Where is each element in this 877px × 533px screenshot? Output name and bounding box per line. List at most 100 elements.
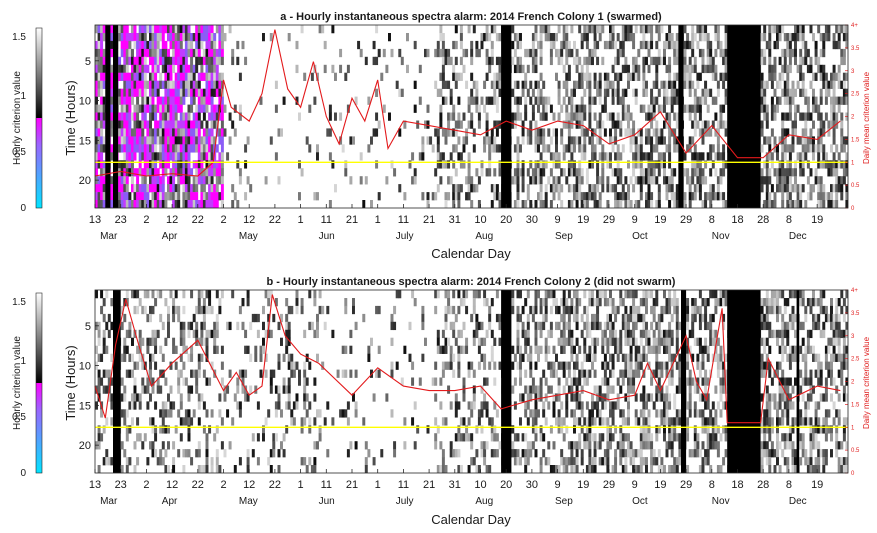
x-tick-label: 29 [603,214,615,226]
heatmap-cell [211,81,214,89]
heatmap-cell [455,184,458,192]
heatmap-cell [439,441,442,449]
heatmap-cell [434,49,437,57]
heatmap-cell [640,449,643,457]
heatmap-cell [457,113,460,121]
heatmap-cell [619,330,622,338]
heatmap-cell [532,306,535,314]
heatmap-cell [162,57,165,65]
heatmap-cell [632,184,635,192]
heatmap-cell [720,49,723,57]
heatmap-cell [154,401,157,409]
heatmap-cell [565,457,568,465]
heatmap-cell [229,370,232,378]
panel-a-heatmap [95,25,848,208]
colorbar-b: Hourly criterion value 1.5 1 0.5 0 [12,293,42,479]
heatmap-cell [198,128,201,136]
heatmap-cell [606,425,609,433]
heatmap-cell [421,144,424,152]
heatmap-cell [663,433,666,441]
heatmap-cell [558,386,561,394]
heatmap-cell [779,33,782,41]
heatmap-cell [463,378,466,386]
heatmap-cell [640,144,643,152]
heatmap-cell [208,298,211,306]
heatmap-cell [463,298,466,306]
heatmap-cell [650,457,653,465]
heatmap-cell [463,160,466,168]
heatmap-cell [691,81,694,89]
heatmap-cell [198,73,201,81]
heatmap-cell [586,378,589,386]
heatmap-cell [686,65,689,73]
heatmap-cell [609,433,612,441]
heatmap-cell [103,192,106,200]
heatmap-cell [110,192,113,200]
heatmap-cell [126,41,129,49]
heatmap-cell [110,73,113,81]
heatmap-cell [622,370,625,378]
heatmap-cell [588,465,591,473]
heatmap-cell [650,290,653,298]
heatmap-cell [645,81,648,89]
heatmap-cell [190,386,193,394]
heatmap-cell [496,409,499,417]
heatmap-cell [797,136,800,144]
heatmap-cell [532,425,535,433]
heatmap-cell [820,160,823,168]
heatmap-cell [522,89,525,97]
x-tick-label: 12 [243,214,255,226]
heatmap-cell [164,57,167,65]
heatmap-cell [527,314,530,322]
heatmap-cell [331,330,334,338]
heatmap-cell [190,144,193,152]
heatmap-cell [545,298,548,306]
heatmap-cell [666,33,669,41]
heatmap-cell [725,121,728,129]
heatmap-cell [213,113,216,121]
heatmap-cell [154,160,157,168]
heatmap-cell [198,160,201,168]
heatmap-cell [563,465,566,473]
heatmap-cell [694,105,697,113]
heatmap-cell [136,65,139,73]
heatmap-cell [288,33,291,41]
heatmap-cell [725,33,728,41]
heatmap-cell [121,136,124,144]
heatmap-cell [699,346,702,354]
heatmap-cell [725,89,728,97]
heatmap-cell [781,192,784,200]
heatmap-cell [555,184,558,192]
heatmap-cell [699,25,702,33]
heatmap-cell [481,441,484,449]
heatmap-cell [609,290,612,298]
heatmap-cell [128,136,131,144]
heatmap-cell [617,57,620,65]
heatmap-cell [496,128,499,136]
heatmap-cell [152,57,155,65]
heatmap-cell [645,57,648,65]
heatmap-cell [717,81,720,89]
heatmap-cell [573,378,576,386]
heatmap-cell [696,121,699,129]
heatmap-cell [627,354,630,362]
heatmap-cell [491,417,494,425]
heatmap-cell [95,49,98,57]
heatmap-cell [640,393,643,401]
heatmap-cell [650,136,653,144]
colorbar-b-gradient [36,293,42,473]
heatmap-cell [134,290,137,298]
heatmap-cell [684,25,687,33]
heatmap-cell [586,33,589,41]
heatmap-cell [712,57,715,65]
heatmap-cell [152,49,155,57]
heatmap-cell [648,41,651,49]
heatmap-cell [627,81,630,89]
heatmap-cell [815,49,818,57]
heatmap-cell [699,176,702,184]
heatmap-cell [761,81,764,89]
heatmap-cell [421,152,424,160]
heatmap-cell [468,176,471,184]
heatmap-cell [118,113,121,121]
heatmap-cell [712,160,715,168]
